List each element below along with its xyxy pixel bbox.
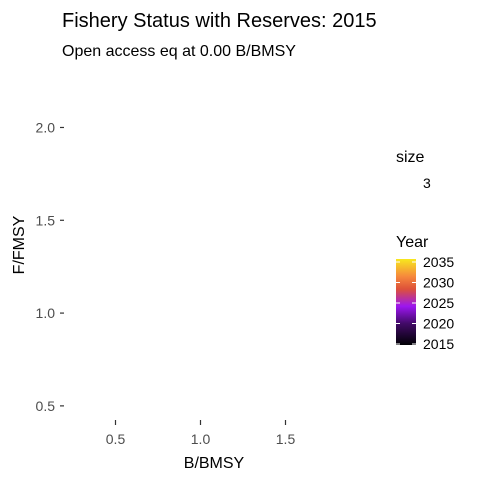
year-colorbar <box>396 259 416 345</box>
chart-subtitle: Open access eq at 0.00 B/BMSY <box>62 43 296 60</box>
year-legend-label: 2025 <box>423 295 454 311</box>
x-tick-label: 1.0 <box>191 431 211 447</box>
y-tick-label: 0.5 <box>36 398 56 414</box>
year-legend-title: Year <box>396 234 429 251</box>
year-legend-label: 2030 <box>423 275 454 291</box>
chart-title: Fishery Status with Reserves: 2015 <box>62 10 377 32</box>
year-legend-label: 2020 <box>423 316 454 332</box>
y-tick-label: 2.0 <box>36 119 56 135</box>
size-legend: size 3 <box>396 149 431 191</box>
x-axis-title: B/BMSY <box>184 455 245 472</box>
year-legend-label: 2015 <box>423 336 454 352</box>
year-legend-label: 2035 <box>423 254 454 270</box>
y-axis: 0.5 1.0 1.5 2.0 <box>36 119 64 414</box>
size-legend-title: size <box>396 149 425 166</box>
year-colorbar-legend: Year 2015 2020 2025 2030 2035 <box>396 234 454 352</box>
y-axis-title: F/FMSY <box>11 215 28 274</box>
x-tick-label: 0.5 <box>106 431 126 447</box>
y-tick-label: 1.5 <box>36 212 56 228</box>
size-legend-label: 3 <box>423 175 431 191</box>
y-tick-label: 1.0 <box>36 305 56 321</box>
x-tick-label: 1.5 <box>276 431 296 447</box>
x-axis: 0.5 1.0 1.5 <box>106 420 296 447</box>
